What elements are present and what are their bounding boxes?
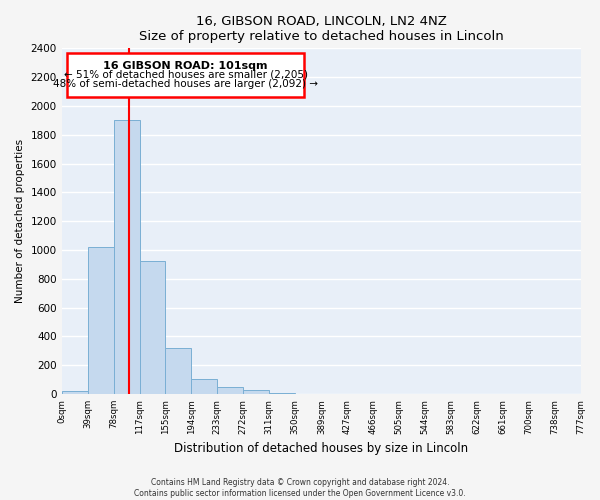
Bar: [217, 386, 243, 394]
Y-axis label: Number of detached properties: Number of detached properties: [15, 139, 25, 303]
Text: Contains HM Land Registry data © Crown copyright and database right 2024.
Contai: Contains HM Land Registry data © Crown c…: [134, 478, 466, 498]
Text: 16 GIBSON ROAD: 101sqm: 16 GIBSON ROAD: 101sqm: [103, 60, 268, 70]
Bar: [269, 393, 295, 394]
FancyBboxPatch shape: [67, 52, 304, 98]
Bar: [243, 390, 269, 394]
Bar: [114, 120, 140, 394]
Text: 48% of semi-detached houses are larger (2,092) →: 48% of semi-detached houses are larger (…: [53, 80, 318, 90]
Bar: [88, 247, 114, 394]
Bar: [62, 391, 88, 394]
Bar: [191, 379, 217, 394]
X-axis label: Distribution of detached houses by size in Lincoln: Distribution of detached houses by size …: [174, 442, 468, 455]
Text: ← 51% of detached houses are smaller (2,205): ← 51% of detached houses are smaller (2,…: [64, 70, 308, 80]
Bar: [140, 262, 165, 394]
Title: 16, GIBSON ROAD, LINCOLN, LN2 4NZ
Size of property relative to detached houses i: 16, GIBSON ROAD, LINCOLN, LN2 4NZ Size o…: [139, 15, 503, 43]
Bar: [165, 348, 191, 394]
